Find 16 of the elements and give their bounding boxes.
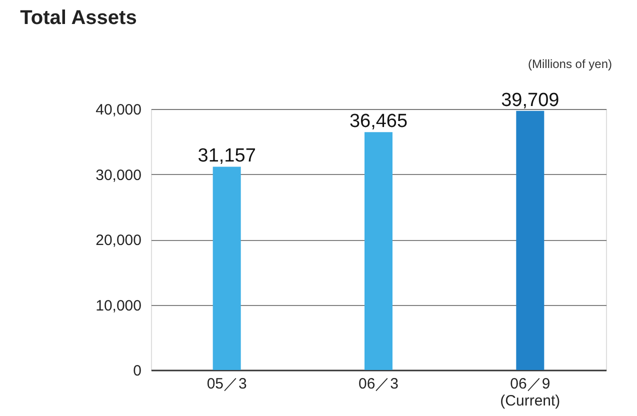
data-label: 31,157 [198, 146, 256, 167]
y-tick-label: 0 [133, 362, 142, 380]
text: (Millions of yen) [528, 57, 612, 71]
data-label: 36,465 [349, 111, 408, 132]
x-tick-label: 06／3 [358, 376, 399, 392]
bar [516, 110, 544, 370]
chart-title: Total Assets [20, 7, 137, 29]
y-tick-label: 40,000 [96, 102, 142, 118]
data-label: 39,709 [501, 90, 560, 111]
bar [364, 132, 392, 370]
y-tick-label: 20,000 [96, 232, 142, 249]
x-tick-label: 05／3 [206, 376, 247, 392]
x-tick-label: 06／9 (Current) [500, 376, 560, 410]
y-tick-label: 10,000 [96, 297, 142, 314]
y-tick-label: 30,000 [96, 166, 142, 184]
bar [212, 166, 241, 370]
